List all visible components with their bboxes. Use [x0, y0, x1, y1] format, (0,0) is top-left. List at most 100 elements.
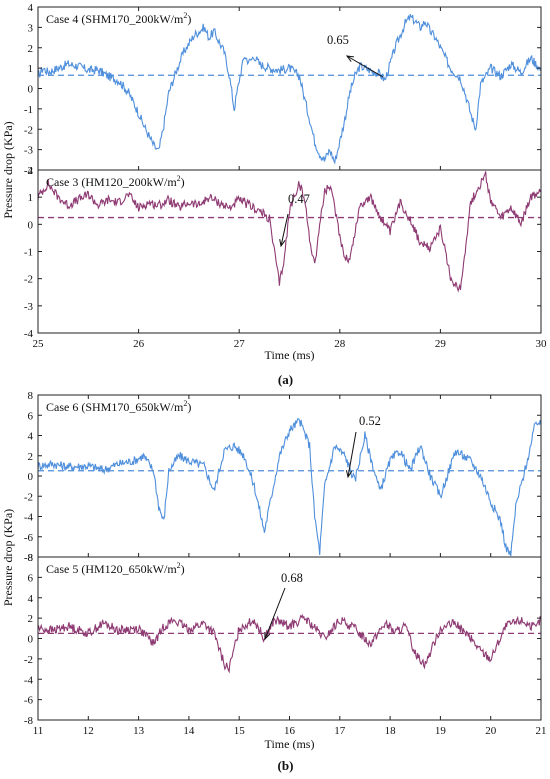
- y-tick-label: 4: [28, 2, 34, 14]
- annotation-arrow: [347, 431, 357, 478]
- y-tick-label: -4: [24, 328, 34, 340]
- y-tick-label: 6: [28, 410, 34, 422]
- y-tick-label: -6: [24, 695, 34, 707]
- y-tick-label: 2: [28, 165, 34, 177]
- panel-label: Case 4 (SHM170_200kW/m2): [46, 11, 191, 26]
- y-tick-label: -6: [24, 532, 34, 544]
- x-tick-label: 17: [334, 725, 346, 737]
- panel-label-close: ): [187, 12, 191, 26]
- panel-label-text: Case 4 (SHM170_200kW/m: [46, 12, 184, 26]
- y-tick-label: 1: [28, 192, 34, 204]
- y-tick-label: 6: [28, 572, 34, 584]
- x-tick-label: 25: [33, 338, 45, 350]
- panel-label-superscript: 2: [183, 11, 187, 20]
- y-axis-label: Pressure drop (KPa): [1, 121, 15, 218]
- annotation-value: 0.68: [281, 571, 303, 585]
- panel-label-text: Case 5 (HM120_650kW/m: [46, 562, 177, 576]
- y-tick-label: -2: [24, 274, 33, 286]
- panel-label-close: ): [181, 175, 185, 189]
- panel-frame: [37, 394, 542, 558]
- annotation: 0.68: [264, 571, 303, 641]
- y-tick-label: -8: [24, 715, 34, 727]
- y-tick-label: 3: [28, 22, 34, 34]
- panel-label-superscript: 2: [177, 174, 181, 183]
- y-tick-label: -1: [24, 104, 33, 116]
- panel-label-superscript: 2: [183, 399, 187, 408]
- y-tick-label: -4: [24, 674, 34, 686]
- y-tick-label: 8: [28, 390, 34, 402]
- annotation-arrowhead: [264, 631, 271, 641]
- annotation-arrow: [346, 55, 384, 78]
- y-tick-label: 2: [28, 43, 34, 55]
- annotation-arrowhead: [345, 470, 353, 479]
- y-tick-label: -2: [24, 124, 33, 136]
- series-line: [38, 171, 541, 293]
- series-line: [38, 417, 541, 557]
- annotation-arrowhead: [279, 239, 286, 248]
- annotation-arrow: [264, 587, 286, 640]
- x-tick-label: 16: [284, 725, 296, 737]
- panel-label-text: Case 6 (SHM170_650kW/m: [46, 400, 184, 414]
- y-axis-label: Pressure drop (KPa): [1, 509, 15, 606]
- y-tick-label: 1: [28, 63, 34, 75]
- y-tick-label: -8: [24, 552, 34, 564]
- y-tick-label: -3: [24, 145, 34, 157]
- x-tick-label: 21: [536, 725, 547, 737]
- y-tick-label: 2: [28, 451, 34, 463]
- x-tick-label: 28: [334, 338, 346, 350]
- figure-caption: (a): [278, 372, 293, 387]
- annotation: 0.65: [327, 33, 384, 78]
- y-tick-label: 0: [28, 84, 34, 96]
- x-tick-label: 11: [33, 725, 44, 737]
- x-tick-label: 27: [234, 338, 246, 350]
- y-tick-label: -1: [24, 247, 33, 259]
- x-tick-label: 13: [133, 725, 145, 737]
- y-tick-label: 8: [28, 552, 34, 564]
- y-tick-label: -4: [24, 165, 34, 177]
- annotation: 0.52: [345, 414, 381, 479]
- annotation: 0.47: [279, 192, 310, 248]
- y-tick-label: -3: [24, 301, 34, 313]
- x-tick-label: 15: [234, 725, 246, 737]
- series-line: [38, 613, 541, 674]
- y-tick-label: 0: [28, 471, 34, 483]
- x-tick-label: 18: [385, 725, 397, 737]
- annotation-arrow: [280, 213, 289, 247]
- panel-label-text: Case 3 (HM120_200kW/m: [46, 175, 177, 189]
- x-tick-label: 29: [435, 338, 447, 350]
- panel-label: Case 3 (HM120_200kW/m2): [46, 174, 185, 189]
- annotation-arrowhead: [345, 55, 355, 62]
- x-tick-label: 12: [83, 725, 94, 737]
- panel-label-close: ): [187, 400, 191, 414]
- y-tick-label: 4: [28, 431, 34, 443]
- series-line: [38, 14, 541, 165]
- panel-label-superscript: 2: [177, 561, 181, 570]
- y-tick-label: 4: [28, 593, 34, 605]
- x-tick-label: 30: [536, 338, 548, 350]
- x-tick-label: 19: [435, 725, 447, 737]
- y-tick-label: 2: [28, 613, 34, 625]
- figure-caption: (b): [278, 758, 294, 773]
- y-tick-label: -2: [24, 491, 33, 503]
- annotation-value: 0.52: [359, 414, 381, 428]
- y-tick-label: 0: [28, 634, 34, 646]
- y-tick-label: 0: [28, 219, 34, 231]
- y-tick-label: -2: [24, 654, 33, 666]
- x-tick-label: 14: [183, 725, 195, 737]
- annotation-value: 0.65: [327, 33, 349, 47]
- x-axis-label: Time (ms): [265, 348, 315, 362]
- panel-label: Case 5 (HM120_650kW/m2): [46, 561, 185, 576]
- y-tick-label: -4: [24, 512, 34, 524]
- panel-label-close: ): [181, 562, 185, 576]
- x-tick-label: 26: [133, 338, 145, 350]
- panel-label: Case 6 (SHM170_650kW/m2): [46, 399, 191, 414]
- x-axis-label: Time (ms): [265, 737, 315, 751]
- panel-frame: [37, 6, 542, 171]
